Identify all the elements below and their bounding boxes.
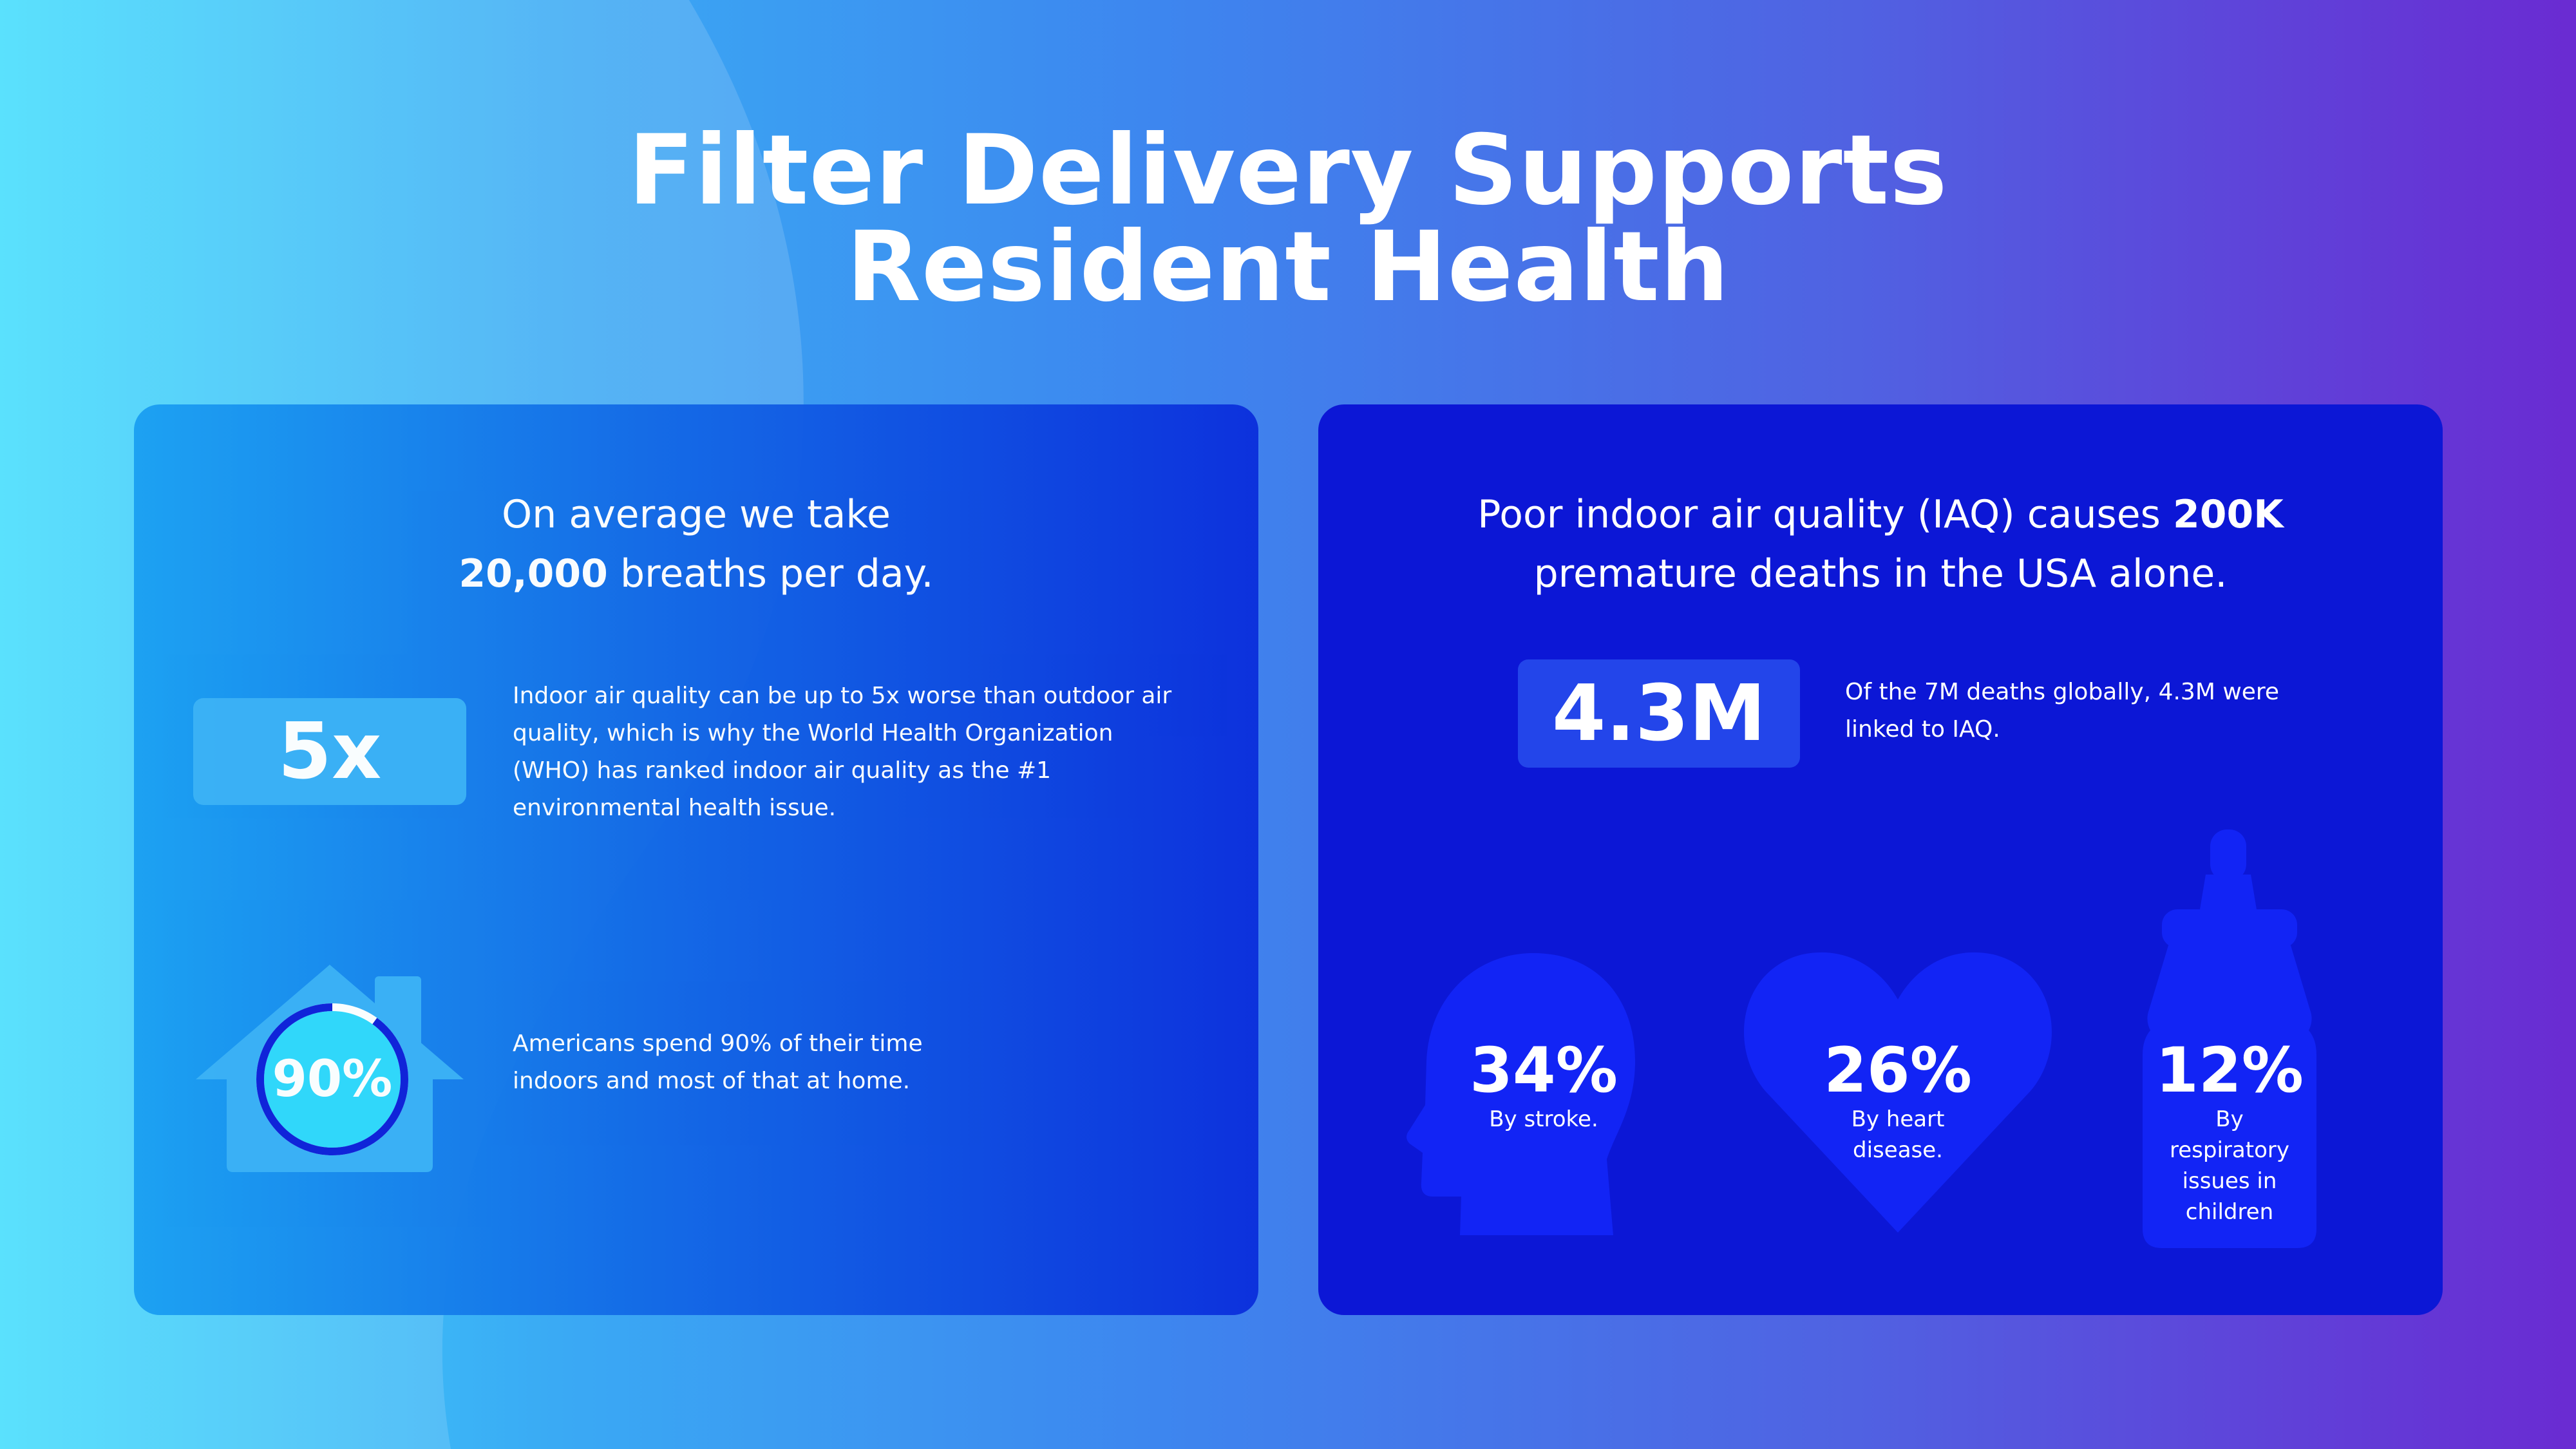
stat-5x-box: 5x bbox=[193, 698, 466, 805]
title-line-2: Resident Health bbox=[846, 211, 1730, 323]
stat-4-3m-value: 4.3M bbox=[1552, 668, 1766, 759]
iaq-intro-part-1: Poor indoor air quality (IAQ) causes bbox=[1477, 492, 2173, 537]
heart-disease-percent: 26% bbox=[1824, 1034, 1972, 1106]
baby-bottle-icon bbox=[2143, 829, 2316, 1248]
iaq-intro-line-2: premature deaths in the USA alone. bbox=[1533, 551, 2228, 596]
heart-disease-label: By heart disease. bbox=[1851, 1106, 1945, 1163]
breaths-intro-rest: breaths per day. bbox=[607, 551, 934, 596]
ninety-percent-ring bbox=[256, 1003, 408, 1155]
respiratory-percent: 12% bbox=[2155, 1034, 2304, 1106]
stat-90-text: Americans spend 90% of their time indoor… bbox=[513, 1030, 923, 1094]
stat-90-value: 90% bbox=[272, 1050, 393, 1108]
stat-5x-text: Indoor air quality can be up to 5x worse… bbox=[513, 683, 1172, 821]
page-title: Filter Delivery Supports Resident Health bbox=[0, 122, 2576, 316]
iaq-intro: Poor indoor air quality (IAQ) causes 200… bbox=[1318, 485, 2443, 603]
iaq-deaths-count: 200K bbox=[2173, 492, 2284, 537]
stroke-label: By stroke. bbox=[1489, 1106, 1598, 1132]
stat-4-3m-text: Of the 7M deaths globally, 4.3M were lin… bbox=[1845, 679, 2280, 743]
breaths-count: 20,000 bbox=[459, 551, 608, 596]
respiratory-label: By respiratory issues in children bbox=[2170, 1106, 2289, 1225]
stat-5x-value: 5x bbox=[278, 706, 382, 797]
head-profile-icon bbox=[1406, 952, 1635, 1235]
breaths-intro: On average we take 20,000 breaths per da… bbox=[134, 485, 1258, 603]
stat-4-3m-box: 4.3M bbox=[1518, 659, 1800, 768]
breathing-facts-card: On average we take 20,000 breaths per da… bbox=[134, 404, 1258, 1315]
iaq-deaths-card: Poor indoor air quality (IAQ) causes 200… bbox=[1318, 404, 2443, 1315]
title-line-1: Filter Delivery Supports bbox=[628, 115, 1948, 227]
heart-icon bbox=[1744, 952, 2052, 1233]
stroke-percent: 34% bbox=[1470, 1034, 1618, 1106]
breaths-intro-line-1: On average we take bbox=[502, 492, 891, 537]
